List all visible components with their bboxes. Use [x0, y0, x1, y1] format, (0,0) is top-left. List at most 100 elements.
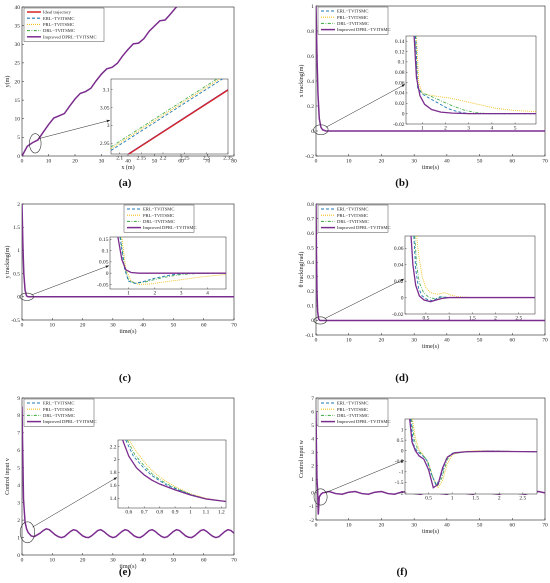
- legend-label-prl: PRL−TVITSMC: [337, 213, 368, 218]
- legend: ERL−TVITSMCPRL−TVITSMCDRL−TVITSMCImprove…: [317, 6, 391, 35]
- inset-x-tick-label: 2.1: [116, 156, 123, 162]
- x-tick-label: 40: [140, 558, 146, 564]
- legend: ERL−TVITSMCPRL−TVITSMCDRL−TVITSMCImprove…: [23, 398, 97, 427]
- inset-y-tick-label: 3: [107, 123, 110, 129]
- inset-frame: [117, 439, 227, 509]
- panel-e: 0 10 20 30 40 50 60 70 0 1 2 3 4 5 6 7 8 9 time(s) Control …: [5, 396, 237, 578]
- x-tick-label: 20: [80, 558, 86, 564]
- legend-label-dprl: Improved DPRL−TVITSMC: [43, 34, 97, 39]
- panel-caption: (a): [119, 177, 132, 189]
- inset-y-tick-label: -0.05: [97, 282, 109, 288]
- x-tick-label: 10: [346, 523, 352, 529]
- inset-y-tick-label: 2.2: [110, 444, 117, 450]
- inset-x-tick-label: 2: [494, 316, 497, 322]
- y-tick-label: 0: [17, 154, 20, 160]
- zoom-arrow: [325, 84, 406, 128]
- legend: ERL−TVITSMCPRL−TVITSMCDRL−TVITSMCImprove…: [317, 398, 391, 427]
- y-tick-label: 0: [311, 491, 314, 497]
- inset-y-tick-label: 1: [401, 427, 404, 433]
- inset-series-line-dprl: [410, 236, 535, 303]
- inset-x-tick-label: 4: [491, 126, 494, 132]
- inset-x-tick-label: 0.9: [172, 510, 179, 516]
- inset-series-line-prl: [121, 237, 226, 285]
- inset-series-line-dprl: [409, 419, 537, 489]
- y-tick-label: 0.5: [307, 245, 314, 251]
- legend-label-prl: PRL−TVITSMC: [43, 22, 74, 27]
- x-axis-label: time(s): [422, 528, 439, 535]
- y-tick-label: 0: [311, 129, 314, 135]
- x-tick-label: 0: [21, 323, 24, 329]
- y-tick-label: 0.8: [307, 29, 314, 35]
- inset-x-tick-label: 0.5: [425, 496, 432, 502]
- legend-label-prl: PRL−TVITSMC: [337, 407, 368, 412]
- inset-frame: [404, 418, 538, 495]
- inset-series-line-erl: [413, 236, 535, 302]
- y-tick-label: 3: [17, 500, 20, 506]
- inset-frame: [109, 236, 227, 290]
- panel-f: 0 10 20 30 40 50 60 70-2-101234567time(s)Contro…: [299, 396, 548, 578]
- y-tick-label: 5: [311, 423, 314, 429]
- inset-y-tick-label: 1.6: [110, 483, 117, 489]
- panel-b: 0 10 20 30 40 50 60 70-0.200.20.40.60.81time(s)…: [298, 4, 548, 189]
- x-tick-label: 30: [110, 323, 116, 329]
- inset-y-tick-label: 3.1: [103, 88, 110, 94]
- zoom-circle: [313, 124, 329, 136]
- y-axis-label: θ tracking(rad): [298, 252, 305, 288]
- zoom-arrow: [324, 278, 405, 319]
- inset-y-tick-label: 3.05: [100, 105, 110, 111]
- legend-box: [123, 204, 195, 233]
- inset-x-tick-label: 2.15: [137, 156, 147, 162]
- inset-y-tick-label: 0.1: [102, 248, 109, 254]
- y-tick-label: 0.4: [307, 79, 314, 85]
- inset-x-tick-label: 2: [498, 496, 501, 502]
- inset-x-tick-label: 1: [189, 510, 192, 516]
- legend-label-prl: PRL−TVITSMC: [143, 213, 174, 218]
- zoom-arrow: [31, 265, 110, 296]
- inset-x-tick-label: 2.35: [223, 156, 233, 162]
- x-tick-label: 50: [477, 159, 483, 165]
- inset-plot: 0.5 1 1.5 2 2.5 -2 -1.5 -1 -0.5 0 0.5 1: [395, 418, 538, 502]
- legend-label-erl: ERL−TVITSMC: [337, 401, 368, 406]
- zoom-arrow: [39, 120, 111, 139]
- inset-y-tick-label: 0.1: [398, 60, 405, 66]
- y-axis-label: Control input w: [299, 439, 305, 478]
- legend-label-dprl: Improved DPRL−TVITSMC: [43, 419, 97, 424]
- inset-series-line-erl: [111, 79, 224, 151]
- inset-x-tick-label: 1.2: [218, 510, 225, 516]
- y-tick-label: 0.7: [307, 216, 314, 222]
- legend-label-ideal: Ideal trajectory: [43, 10, 72, 15]
- x-tick-label: 80: [231, 159, 237, 165]
- panel-caption: (e): [119, 566, 132, 578]
- y-tick-label: 40: [15, 5, 21, 11]
- inset-x-tick-label: 2: [153, 291, 156, 297]
- y-tick-label: 0: [17, 295, 20, 301]
- legend-label-dprl: Improved DPRL−TVITSMC: [337, 27, 391, 32]
- legend-label-drl: DRL−TVITSMC: [337, 21, 369, 26]
- inset-series-line-ideal: [127, 89, 228, 154]
- y-tick-label: 30: [15, 42, 21, 48]
- inset-frame: [405, 35, 537, 125]
- legend-label-drl: DRL−TVITSMC: [43, 28, 75, 33]
- inset-plot: 2.1 2.15 2.2 2.25 2.3 2.35 2.95 3 3.05 3.1: [100, 78, 233, 162]
- inset-x-tick-label: 1: [127, 291, 130, 297]
- inset-x-tick-label: 1: [451, 496, 454, 502]
- zoom-arrow-head: [105, 265, 109, 269]
- inset-x-tick-label: 0.8: [156, 510, 163, 516]
- series-line-dprl: [22, 406, 234, 539]
- inset-y-tick-label: 1.8: [110, 470, 117, 476]
- zoom-circle: [19, 292, 34, 301]
- y-tick-label: -0.2: [305, 154, 314, 160]
- inset-x-tick-label: 3: [467, 126, 470, 132]
- inset-x-tick-label: 1: [421, 126, 424, 132]
- x-tick-label: 60: [510, 338, 516, 344]
- legend-label-drl: DRL−TVITSMC: [337, 219, 369, 224]
- inset-y-tick-label: 0.06: [394, 246, 404, 252]
- y-tick-label: 2: [17, 518, 20, 524]
- x-axis-label: time(s): [422, 164, 439, 171]
- inset-y-tick-label: 0.02: [395, 101, 405, 107]
- inset-x-tick-label: 1.5: [469, 316, 476, 322]
- y-tick-label: 25: [15, 61, 21, 67]
- inset-y-tick-label: 0: [106, 271, 109, 277]
